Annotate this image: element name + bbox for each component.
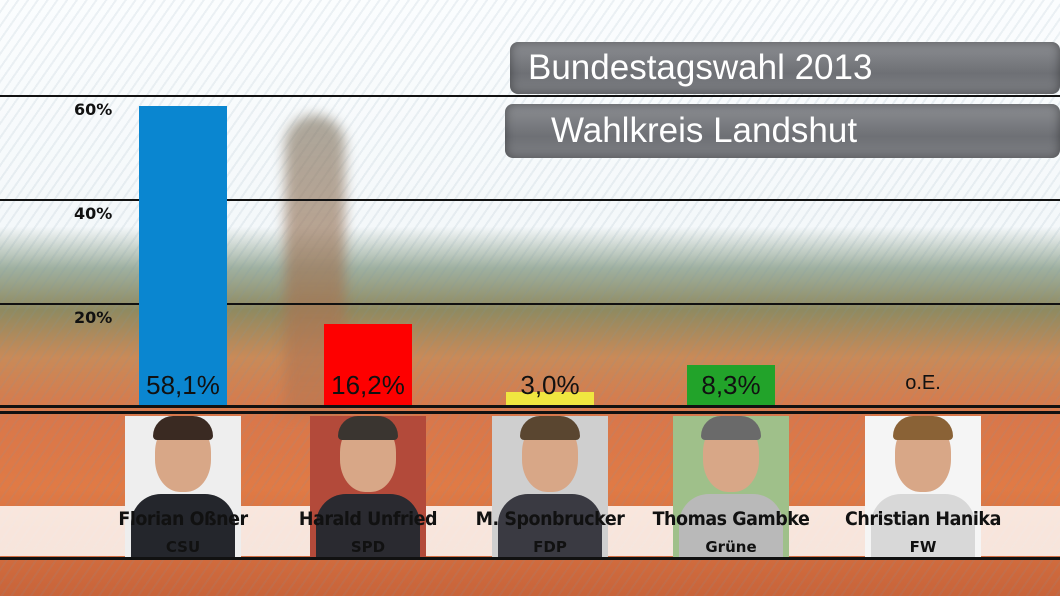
candidate-name: M. Sponbrucker (475, 508, 625, 530)
value-label: 3,0% (520, 370, 580, 400)
candidate-photo (492, 416, 608, 558)
candidate-photo (310, 416, 426, 558)
y-tick-label: 40% (74, 204, 113, 223)
subtitle-banner: Wahlkreis Landshut (505, 104, 1060, 158)
value-label: o.E. (905, 372, 941, 394)
bottom-line (0, 557, 1060, 560)
divider-line (0, 411, 1060, 414)
bar-2 (506, 392, 594, 408)
bar-0 (139, 105, 227, 408)
candidate-photo (125, 416, 241, 558)
candidate-name: Harald Unfried (298, 508, 438, 530)
candidate-photo (865, 416, 981, 558)
party-label: FW (909, 538, 937, 556)
gridline (0, 95, 1060, 97)
party-label: CSU (165, 538, 201, 556)
value-label: 8,3% (701, 370, 761, 400)
gridline (0, 199, 1060, 201)
candidate-name: Christian Hanika (845, 508, 1001, 530)
gridline (0, 303, 1060, 305)
party-label: SPD (350, 538, 386, 556)
candidate-name: Thomas Gambke (652, 508, 810, 530)
title-banner: Bundestagswahl 2013 (510, 42, 1060, 94)
y-tick-label: 60% (74, 100, 113, 119)
value-label: 16,2% (331, 370, 405, 400)
value-label: 58,1% (146, 370, 220, 400)
candidate-photo (673, 416, 789, 558)
baseline (0, 405, 1060, 408)
bar-3 (687, 364, 775, 408)
candidate-name: Florian Oßner (118, 508, 248, 530)
y-tick-label: 20% (74, 308, 113, 327)
party-label: Grüne (705, 538, 757, 556)
bar-1 (324, 323, 412, 408)
party-label: FDP (533, 538, 567, 556)
